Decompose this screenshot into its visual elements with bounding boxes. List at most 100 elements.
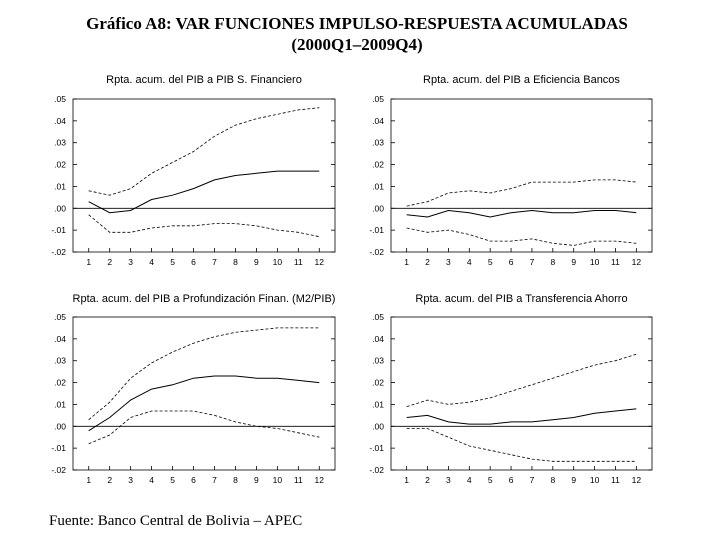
plot-frame [72,98,336,253]
chart-title: Rpta. acum. del PIB a Transferencia Ahor… [415,293,627,305]
chart-panel-3: Rpta. acum. del PIB a Profundización Fin… [51,293,335,485]
x-tick-label: 3 [128,475,133,485]
x-tick-label: 2 [425,475,430,485]
x-tick-label: 9 [254,257,259,267]
x-tick-label: 7 [212,475,217,485]
y-tick-label: .00 [372,421,384,431]
x-tick-label: 10 [590,257,600,267]
y-tick-label: -.02 [369,247,384,257]
y-tick-label: .01 [54,181,66,191]
x-tick-label: 10 [590,475,600,485]
x-tick-label: 11 [294,475,303,485]
x-tick-label: 5 [170,475,175,485]
y-tick-label: .01 [372,399,384,409]
x-tick-label: 12 [632,475,642,485]
x-tick-label: 2 [425,257,430,267]
chart-panel-4: Rpta. acum. del PIB a Transferencia Ahor… [369,293,653,485]
x-tick-label: 1 [86,475,91,485]
x-tick-label: 8 [550,475,555,485]
y-tick-label: .01 [372,181,384,191]
series-line-upper [406,353,637,407]
y-tick-label: .03 [54,138,66,148]
y-tick-label: -.01 [369,225,384,235]
y-tick-label: -.02 [51,465,66,475]
y-tick-label: -.02 [51,247,66,257]
x-tick-label: 3 [446,257,451,267]
plot-frame [390,98,653,253]
chart-panel-1: Rpta. acum. del PIB a PIB S. Financiero.… [51,74,336,267]
y-tick-label: -.02 [369,465,384,475]
x-tick-label: 7 [212,257,217,267]
series-line-lower [88,214,320,238]
y-tick-label: .04 [372,116,384,126]
x-tick-label: 1 [404,475,409,485]
y-tick-label: .03 [372,356,384,366]
x-tick-label: 5 [170,257,175,267]
y-tick-label: .03 [372,138,384,148]
x-tick-label: 6 [191,257,196,267]
x-tick-label: 6 [509,475,514,485]
x-tick-label: 5 [488,475,493,485]
x-tick-label: 1 [404,257,409,267]
x-tick-label: 12 [315,475,325,485]
y-tick-label: .04 [372,334,384,344]
source-note: Fuente: Banco Central de Bolivia – APEC [49,513,303,529]
y-tick-label: .05 [372,312,384,322]
y-tick-label: .00 [54,421,66,431]
series-line-upper [406,179,637,207]
x-tick-label: 10 [273,257,283,267]
x-tick-label: 8 [233,475,238,485]
y-tick-label: .04 [54,334,66,344]
chart-title: Rpta. acum. del PIB a Profundización Fin… [73,293,336,305]
x-tick-label: 4 [149,257,154,267]
series-line-lower [406,428,637,462]
y-tick-label: .02 [54,160,66,170]
series-line-response [88,375,320,432]
figure-subtitle: (2000Q1–2009Q4) [291,35,423,54]
figure-title: Gráfico A8: VAR FUNCIONES IMPULSO-RESPUE… [86,14,628,33]
x-tick-label: 11 [611,475,620,485]
x-tick-label: 4 [467,257,472,267]
y-tick-label: -.01 [51,225,66,235]
x-tick-label: 12 [315,257,325,267]
y-tick-label: .04 [54,116,66,126]
x-tick-label: 12 [632,257,642,267]
chart-panel-2: Rpta. acum. del PIB a Eficiencia Bancos.… [369,74,653,267]
series-line-lower [88,410,320,445]
series-line-response [406,408,637,425]
series-line-upper [88,327,320,421]
x-tick-label: 11 [611,257,620,267]
x-tick-label: 11 [294,257,303,267]
x-tick-label: 5 [488,257,493,267]
x-tick-label: 7 [530,257,535,267]
y-tick-label: .02 [372,378,384,388]
y-tick-label: .03 [54,356,66,366]
series-line-response [88,170,320,214]
x-tick-label: 2 [107,257,112,267]
y-tick-label: .01 [54,399,66,409]
chart-title: Rpta. acum. del PIB a PIB S. Financiero [106,74,302,86]
x-tick-label: 4 [467,475,472,485]
y-tick-label: .02 [372,160,384,170]
x-tick-label: 8 [550,257,555,267]
series-line-response [406,209,637,218]
y-tick-label: .02 [54,378,66,388]
x-tick-label: 3 [446,475,451,485]
y-tick-label: .00 [372,203,384,213]
x-tick-label: 2 [107,475,112,485]
x-tick-label: 10 [273,475,283,485]
x-tick-label: 6 [191,475,196,485]
x-tick-label: 3 [128,257,133,267]
plot-frame [390,316,653,471]
plot-frame [72,316,336,471]
x-tick-label: 6 [509,257,514,267]
x-tick-label: 7 [530,475,535,485]
x-tick-label: 4 [149,475,154,485]
x-tick-label: 9 [571,257,576,267]
y-tick-label: .05 [372,94,384,104]
y-tick-label: -.01 [369,443,384,453]
x-tick-label: 9 [254,475,259,485]
y-tick-label: .05 [54,94,66,104]
y-tick-label: .05 [54,312,66,322]
